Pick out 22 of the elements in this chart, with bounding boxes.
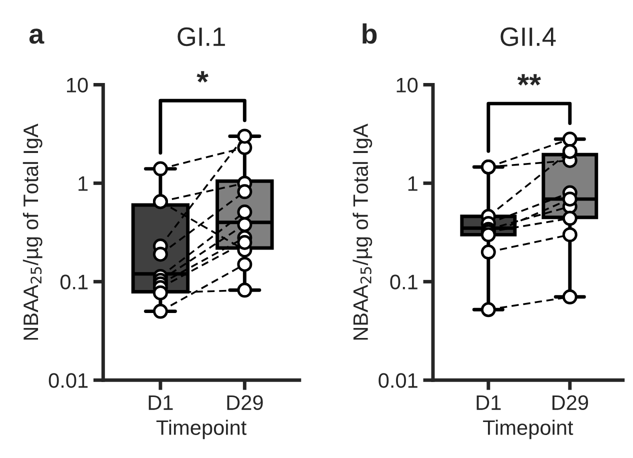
y-tick-label: 10	[396, 78, 418, 92]
y-axis-title: NBAA$_{25}$/µg of Total IgA	[22, 124, 42, 340]
y-tick-label: 0.1	[390, 274, 418, 290]
annotation: **	[517, 74, 541, 86]
chart-title: GI.1	[178, 27, 225, 46]
y-tick-label: 10	[67, 78, 88, 92]
x-tick-label: D1	[148, 395, 173, 410]
y-tick-label: 0.01	[48, 373, 88, 388]
y-axis-title: NBAA$_{25}$/µg of Total IgA	[352, 124, 372, 340]
x-tick-label: D29	[227, 395, 263, 410]
chart-title: GII.4	[500, 27, 556, 46]
y-tick-label: 0.01	[378, 373, 418, 388]
x-axis-title: Timepoint	[483, 420, 574, 440]
x-axis-title: Timepoint	[156, 420, 246, 440]
x-tick-label: D29	[552, 395, 588, 410]
text: a	[29, 28, 44, 44]
text: b	[362, 23, 377, 44]
text: *	[196, 71, 208, 83]
x-tick-label: D1	[476, 395, 501, 410]
y-tick-label: 0.1	[60, 274, 88, 290]
y-tick-label: 1	[408, 176, 418, 191]
y-tick-label: 1	[78, 176, 88, 191]
